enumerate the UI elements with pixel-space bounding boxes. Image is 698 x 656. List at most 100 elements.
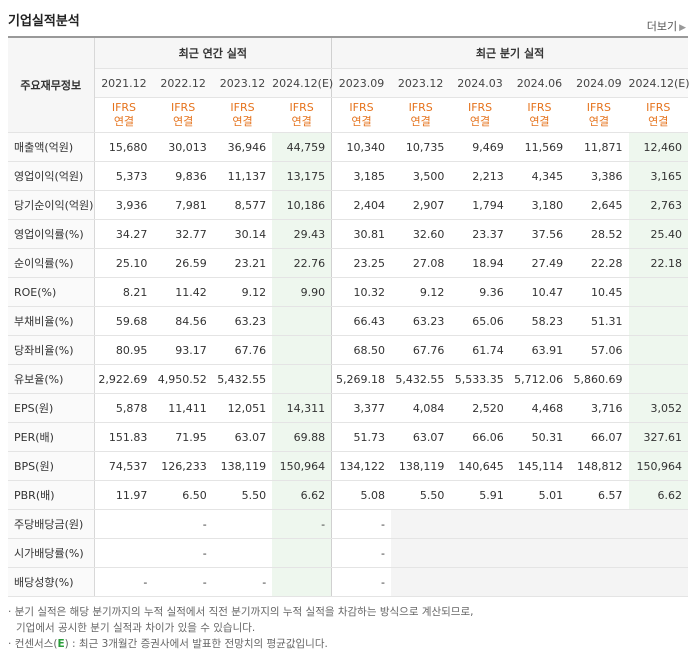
value-cell: 59.68: [94, 306, 154, 336]
table-row: 영업이익률(%) 34.27 32.77 30.14 29.43 30.81 32.60 23…: [8, 219, 688, 249]
accounting-standard: IFRS 연결: [569, 97, 629, 133]
value-cell: 10,186: [272, 190, 332, 220]
value-cell: 10.32: [331, 277, 391, 307]
value-cell: [272, 567, 332, 597]
value-cell: 22.76: [272, 248, 332, 278]
row-label: 당좌비율(%): [8, 335, 95, 365]
value-cell: 3,386: [569, 161, 629, 191]
row-label: 배당성향(%): [8, 567, 95, 597]
value-cell: [450, 538, 510, 568]
table-row: EPS(원) 5,878 11,411 12,051 14,311 3,377 4,084 2…: [8, 393, 688, 423]
value-cell: 11,137: [212, 161, 273, 191]
value-cell: 9.90: [272, 277, 332, 307]
value-cell: 3,936: [94, 190, 154, 220]
row-label: 영업이익률(%): [8, 219, 95, 249]
value-cell: 18.94: [450, 248, 510, 278]
value-cell: 4,950.52: [153, 364, 213, 394]
value-cell: 66.07: [569, 422, 629, 452]
value-cell: 67.76: [390, 335, 451, 365]
value-cell: 5,533.35: [450, 364, 510, 394]
value-cell: [272, 335, 332, 365]
row-label: 부채비율(%): [8, 306, 95, 336]
value-cell: [94, 538, 154, 568]
value-cell: 4,084: [390, 393, 451, 423]
value-cell: [628, 364, 688, 394]
value-cell: 63.07: [212, 422, 273, 452]
value-cell: [509, 509, 570, 539]
row-label: ROE(%): [8, 277, 95, 307]
footnotes: · 분기 실적은 해당 분기까지의 누적 실적에서 직전 분기까지의 누적 실적…: [8, 604, 473, 652]
value-cell: 8,577: [212, 190, 273, 220]
table-row: BPS(원) 74,537 126,233 138,119 150,964 134,122…: [8, 451, 688, 481]
accounting-standard: IFRS 연결: [272, 97, 332, 133]
accounting-standard: IFRS 연결: [153, 97, 213, 133]
row-label: 매출액(억원): [8, 132, 95, 162]
accounting-standard: IFRS 연결: [212, 97, 273, 133]
value-cell: 93.17: [153, 335, 213, 365]
value-cell: 30.81: [331, 219, 391, 249]
value-cell: [509, 567, 570, 597]
value-cell: [272, 538, 332, 568]
value-cell: 9.12: [212, 277, 273, 307]
table-row: 매출액(억원) 15,680 30,013 36,946 44,759 10,340 10,…: [8, 132, 688, 162]
row-label: 영업이익(억원): [8, 161, 95, 191]
value-cell: 7,981: [153, 190, 213, 220]
value-cell: 134,122: [331, 451, 391, 481]
value-cell: 30.14: [212, 219, 273, 249]
value-cell: 34.27: [94, 219, 154, 249]
value-cell: 5,373: [94, 161, 154, 191]
row-label: PBR(배): [8, 480, 95, 510]
table-row: PER(배) 151.83 71.95 63.07 69.88 51.73 63.07 66.…: [8, 422, 688, 452]
value-cell: 74,537: [94, 451, 154, 481]
period-header: 2023.12: [212, 68, 273, 98]
value-cell: [628, 335, 688, 365]
value-cell: [212, 538, 273, 568]
value-cell: 67.76: [212, 335, 273, 365]
period-header: 2023.12: [390, 68, 451, 98]
value-cell: 6.50: [153, 480, 213, 510]
value-cell: 6.57: [569, 480, 629, 510]
value-cell: 12,051: [212, 393, 273, 423]
more-link[interactable]: 더보기 ▶: [647, 18, 686, 34]
value-cell: 63.91: [509, 335, 570, 365]
table-row: ROE(%) 8.21 11.42 9.12 9.90 10.32 9.12 9.36 10.4…: [8, 277, 688, 307]
value-cell: 63.07: [390, 422, 451, 452]
accounting-standard: IFRS 연결: [331, 97, 391, 133]
value-cell: 2,404: [331, 190, 391, 220]
period-header: 2021.12: [94, 68, 154, 98]
period-header: 2024.12(E): [272, 68, 333, 98]
value-cell: [94, 509, 154, 539]
value-cell: 25.10: [94, 248, 154, 278]
value-cell: 5.50: [390, 480, 451, 510]
accounting-standard: IFRS 연결: [450, 97, 510, 133]
label-header: 주요재무정보: [8, 37, 95, 133]
value-cell: 66.43: [331, 306, 391, 336]
table-row: 배당성향(%) - - - -: [8, 567, 688, 597]
value-cell: 150,964: [628, 451, 688, 481]
value-cell: 145,114: [509, 451, 570, 481]
financial-table: 주요재무정보 최근 연간 실적 최근 분기 실적 2021.12 2022.12 2…: [8, 36, 690, 597]
value-cell: 6.62: [272, 480, 332, 510]
accounting-standard: IFRS 연결: [509, 97, 570, 133]
value-cell: 23.21: [212, 248, 273, 278]
row-label: PER(배): [8, 422, 95, 452]
value-cell: [628, 277, 688, 307]
value-cell: 63.23: [390, 306, 451, 336]
value-cell: 51.73: [331, 422, 391, 452]
chevron-right-icon: ▶: [679, 23, 686, 33]
value-cell: 36,946: [212, 132, 273, 162]
value-cell: 3,180: [509, 190, 570, 220]
value-cell: 84.56: [153, 306, 213, 336]
value-cell: 61.74: [450, 335, 510, 365]
value-cell: [272, 306, 332, 336]
value-cell: 28.52: [569, 219, 629, 249]
value-cell: 126,233: [153, 451, 213, 481]
value-cell: 5,860.69: [569, 364, 629, 394]
table-row: 당좌비율(%) 80.95 93.17 67.76 68.50 67.76 61.74 63.…: [8, 335, 688, 365]
value-cell: -: [331, 509, 391, 539]
value-cell: -: [94, 567, 154, 597]
value-cell: 63.23: [212, 306, 273, 336]
value-cell: 148,812: [569, 451, 629, 481]
value-cell: 9.36: [450, 277, 510, 307]
value-cell: 6.62: [628, 480, 688, 510]
